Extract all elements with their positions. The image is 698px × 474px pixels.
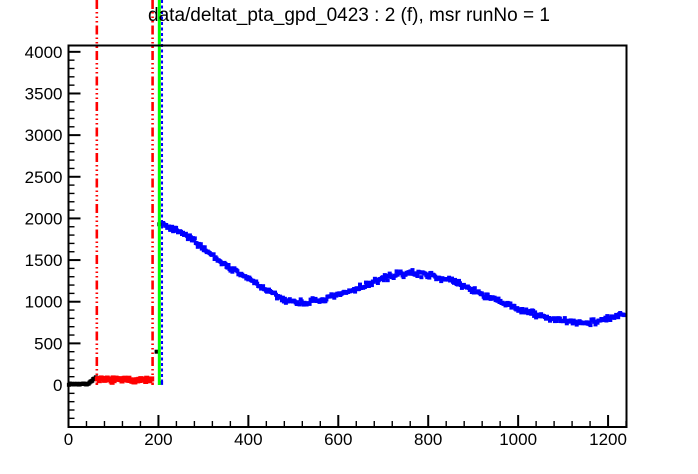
data-point <box>198 242 203 247</box>
data-point <box>391 276 396 280</box>
data-point <box>483 296 488 301</box>
data-point <box>366 284 371 288</box>
data-point <box>591 317 596 322</box>
data-point <box>324 297 329 302</box>
data-point <box>524 307 529 312</box>
data-point <box>191 238 196 243</box>
data-point <box>508 301 513 306</box>
plot-frame <box>67 44 628 428</box>
data-point <box>375 281 380 285</box>
data-point <box>381 278 386 283</box>
data-point <box>273 290 277 295</box>
data-point <box>261 284 266 289</box>
data-point <box>307 301 312 306</box>
data-point <box>472 286 477 291</box>
data-point <box>223 262 228 266</box>
data-point <box>588 323 593 328</box>
data-point <box>515 306 520 311</box>
data-point <box>332 295 337 300</box>
data-point <box>399 271 404 276</box>
data-point <box>174 225 179 230</box>
y-axis-tick-label: 500 <box>34 334 62 353</box>
y-axis-tick-label: 2000 <box>25 209 63 228</box>
data-point <box>616 315 621 320</box>
data-point <box>554 319 559 323</box>
y-axis-tick-label: 3000 <box>25 126 63 145</box>
data-point <box>254 279 259 284</box>
data-point <box>485 292 490 297</box>
y-axis-tick-label: 1000 <box>25 293 63 312</box>
data-point <box>363 284 367 289</box>
data-point <box>453 277 457 282</box>
data-point <box>235 269 240 274</box>
data-point <box>255 281 260 286</box>
x-axis-tick-label: 600 <box>324 430 352 449</box>
data-point <box>410 268 415 273</box>
data-point <box>548 318 552 323</box>
y-axis-tick-label: 0 <box>53 376 62 395</box>
plot-title: data/deltat_pta_gpd_0423 : 2 (f), msr ru… <box>148 5 550 26</box>
data-point <box>608 318 613 322</box>
data-point <box>415 274 420 278</box>
data-point <box>192 236 197 241</box>
data-point <box>529 311 534 316</box>
data-point <box>401 275 406 280</box>
data-point <box>562 316 567 321</box>
series-decay-signal-histogram <box>158 221 627 328</box>
data-point <box>457 278 461 283</box>
series-background-window-histogram <box>94 375 155 385</box>
data-point <box>353 289 358 294</box>
data-point <box>211 252 216 257</box>
data-point <box>226 263 231 267</box>
data-point <box>358 282 362 287</box>
data-point <box>622 313 627 318</box>
data-point <box>496 296 501 301</box>
y-axis-tick-label: 2500 <box>25 168 63 187</box>
data-point <box>557 316 562 321</box>
data-point <box>297 302 302 307</box>
data-point <box>533 310 538 315</box>
data-point <box>447 275 452 280</box>
y-axis-tick-label: 3500 <box>25 84 63 103</box>
data-point <box>170 224 175 229</box>
data-point <box>172 228 177 233</box>
x-axis-tick-label: 800 <box>414 430 442 449</box>
data-point <box>369 283 374 288</box>
edge-bin-black <box>154 349 159 354</box>
x-axis-tick-label: 200 <box>144 430 172 449</box>
data-point <box>427 275 432 280</box>
data-point <box>383 276 388 281</box>
data-point <box>385 278 390 283</box>
data-point <box>202 245 207 250</box>
x-axis-tick-label: 1000 <box>499 430 537 449</box>
data-point <box>419 275 424 280</box>
data-point <box>450 276 454 281</box>
data-point <box>459 285 464 290</box>
data-point <box>380 275 385 280</box>
data-point <box>167 224 172 229</box>
data-point <box>439 279 444 284</box>
data-point <box>164 223 169 227</box>
data-point <box>480 292 485 297</box>
data-point <box>512 303 517 308</box>
data-point <box>520 307 525 311</box>
x-axis-tick-label: 1200 <box>589 430 627 449</box>
data-point <box>595 320 600 325</box>
x-axis-tick-label: 0 <box>64 430 73 449</box>
x-axis-tick-label: 400 <box>234 430 262 449</box>
y-axis-tick-label: 4000 <box>25 43 63 62</box>
y-axis-tick-label: 1500 <box>25 251 63 270</box>
first-bin-blue <box>159 380 164 385</box>
data-point <box>433 274 438 279</box>
